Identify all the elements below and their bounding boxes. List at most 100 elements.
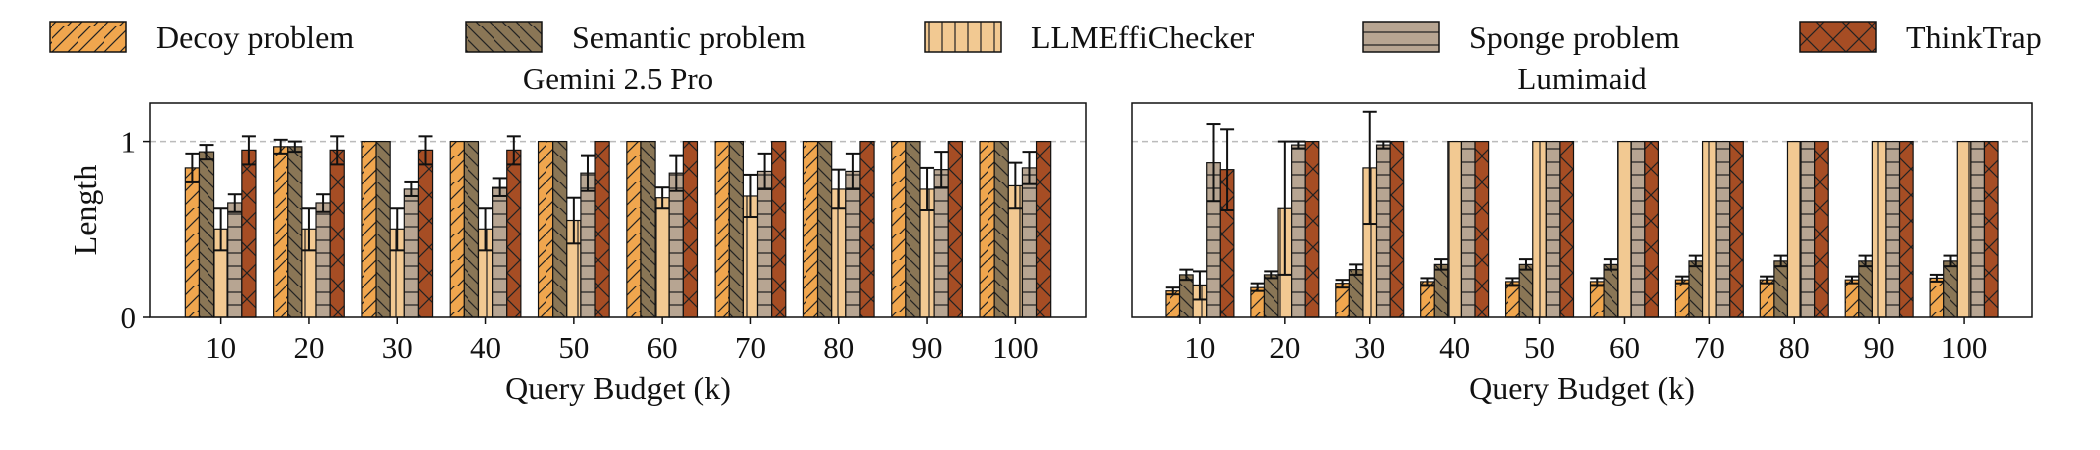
bar bbox=[626, 140, 642, 318]
bar bbox=[1858, 260, 1873, 318]
error-bar bbox=[1845, 275, 1859, 285]
x-tick-label: 60 bbox=[1609, 330, 1640, 365]
legend-item-decoy-problem: Decoy problem bbox=[49, 19, 354, 55]
error-bar bbox=[1943, 254, 1958, 268]
error-bar bbox=[845, 152, 860, 190]
x-tick-label: 40 bbox=[470, 330, 501, 365]
bar bbox=[1603, 263, 1619, 318]
x-tick-label: 70 bbox=[1694, 330, 1725, 365]
series-thinktrap bbox=[241, 135, 1052, 318]
bar bbox=[891, 140, 907, 318]
error-bar bbox=[1518, 258, 1533, 271]
bar bbox=[1545, 140, 1561, 318]
error-bar bbox=[655, 186, 670, 210]
error-bar bbox=[1688, 254, 1703, 268]
x-tick-label: 50 bbox=[1524, 330, 1555, 365]
chart-title: Lumimaid bbox=[1517, 61, 1647, 96]
y-tick-label: 0 bbox=[121, 300, 137, 335]
bar bbox=[375, 140, 391, 318]
bar bbox=[537, 140, 554, 318]
legend-item-llmeffichecker: LLMEffiChecker bbox=[924, 19, 1255, 55]
legend-item-thinktrap: ThinkTrap bbox=[1799, 19, 2042, 55]
bar bbox=[1956, 140, 1972, 318]
series-semantic-problem bbox=[1178, 254, 1958, 318]
error-bar bbox=[1008, 161, 1023, 210]
y-tick-label: 1 bbox=[121, 125, 137, 160]
bar bbox=[492, 186, 508, 318]
error-bar bbox=[478, 207, 493, 252]
error-bar bbox=[1192, 270, 1207, 301]
x-tick-label: 10 bbox=[205, 330, 236, 365]
legend-label: Sponge problem bbox=[1469, 19, 1680, 55]
error-bar bbox=[1335, 279, 1350, 289]
error-bar bbox=[831, 168, 846, 210]
bar bbox=[403, 188, 420, 318]
error-bar bbox=[1165, 286, 1180, 296]
error-bar bbox=[1264, 270, 1279, 280]
error-bar bbox=[1590, 277, 1605, 287]
x-tick-label: 30 bbox=[382, 330, 413, 365]
x-tick-label: 30 bbox=[1354, 330, 1385, 365]
bar bbox=[728, 140, 744, 318]
bar bbox=[241, 149, 257, 318]
plot-frame bbox=[149, 102, 1087, 318]
bar bbox=[1375, 144, 1391, 318]
error-bar bbox=[506, 135, 521, 166]
bar bbox=[1291, 144, 1306, 318]
bar bbox=[329, 149, 345, 318]
legend-item-semantic-problem: Semantic problem bbox=[465, 19, 806, 55]
bar bbox=[287, 146, 303, 318]
bar bbox=[1348, 269, 1364, 318]
bar bbox=[714, 140, 730, 318]
error-bar bbox=[418, 135, 433, 166]
legend-swatch bbox=[49, 21, 127, 53]
error-bar bbox=[1206, 123, 1221, 203]
bar bbox=[227, 202, 243, 318]
bar bbox=[1447, 140, 1463, 318]
plot-frame bbox=[1131, 102, 2033, 318]
x-tick-label: 80 bbox=[1779, 330, 1810, 365]
error-bar bbox=[1349, 263, 1364, 276]
error-bar bbox=[1773, 254, 1788, 268]
legend-label: Decoy problem bbox=[156, 19, 354, 55]
bar bbox=[1589, 281, 1605, 318]
error-bar bbox=[404, 180, 419, 197]
bar bbox=[993, 140, 1009, 318]
bar bbox=[771, 140, 787, 318]
bar bbox=[315, 202, 331, 318]
error-bar bbox=[1291, 140, 1306, 150]
error-bar bbox=[1362, 110, 1377, 226]
bar bbox=[1715, 140, 1731, 318]
bar bbox=[654, 197, 670, 318]
bar bbox=[905, 140, 921, 318]
bar bbox=[1844, 279, 1860, 318]
x-tick-label: 20 bbox=[293, 330, 324, 365]
bar bbox=[1688, 260, 1704, 318]
bar bbox=[1983, 140, 1999, 318]
error-bar bbox=[241, 135, 256, 166]
error-bar bbox=[199, 144, 214, 161]
error-bar bbox=[1434, 258, 1449, 271]
x-axis-label: Query Budget (k) bbox=[1469, 370, 1695, 406]
legend-swatch bbox=[1799, 21, 1877, 53]
bar bbox=[506, 149, 522, 318]
error-bar bbox=[1220, 128, 1235, 211]
error-bar bbox=[1022, 151, 1037, 185]
error-bar bbox=[920, 166, 935, 211]
error-bar bbox=[1675, 275, 1690, 285]
series-llmeffichecker bbox=[212, 161, 1024, 318]
error-bar bbox=[316, 193, 331, 213]
error-bar bbox=[227, 193, 242, 213]
x-axis-label: Query Budget (k) bbox=[505, 370, 731, 406]
legend-label: LLMEffiChecker bbox=[1031, 19, 1255, 55]
legend-label: Semantic problem bbox=[572, 19, 806, 55]
bar bbox=[361, 140, 377, 318]
bar bbox=[1504, 281, 1520, 318]
bar bbox=[1814, 140, 1829, 318]
x-tick-label: 40 bbox=[1439, 330, 1470, 365]
bar bbox=[845, 170, 861, 318]
bar bbox=[859, 140, 875, 318]
bar bbox=[933, 169, 949, 318]
bar bbox=[1943, 260, 1958, 318]
bar bbox=[1304, 140, 1320, 318]
